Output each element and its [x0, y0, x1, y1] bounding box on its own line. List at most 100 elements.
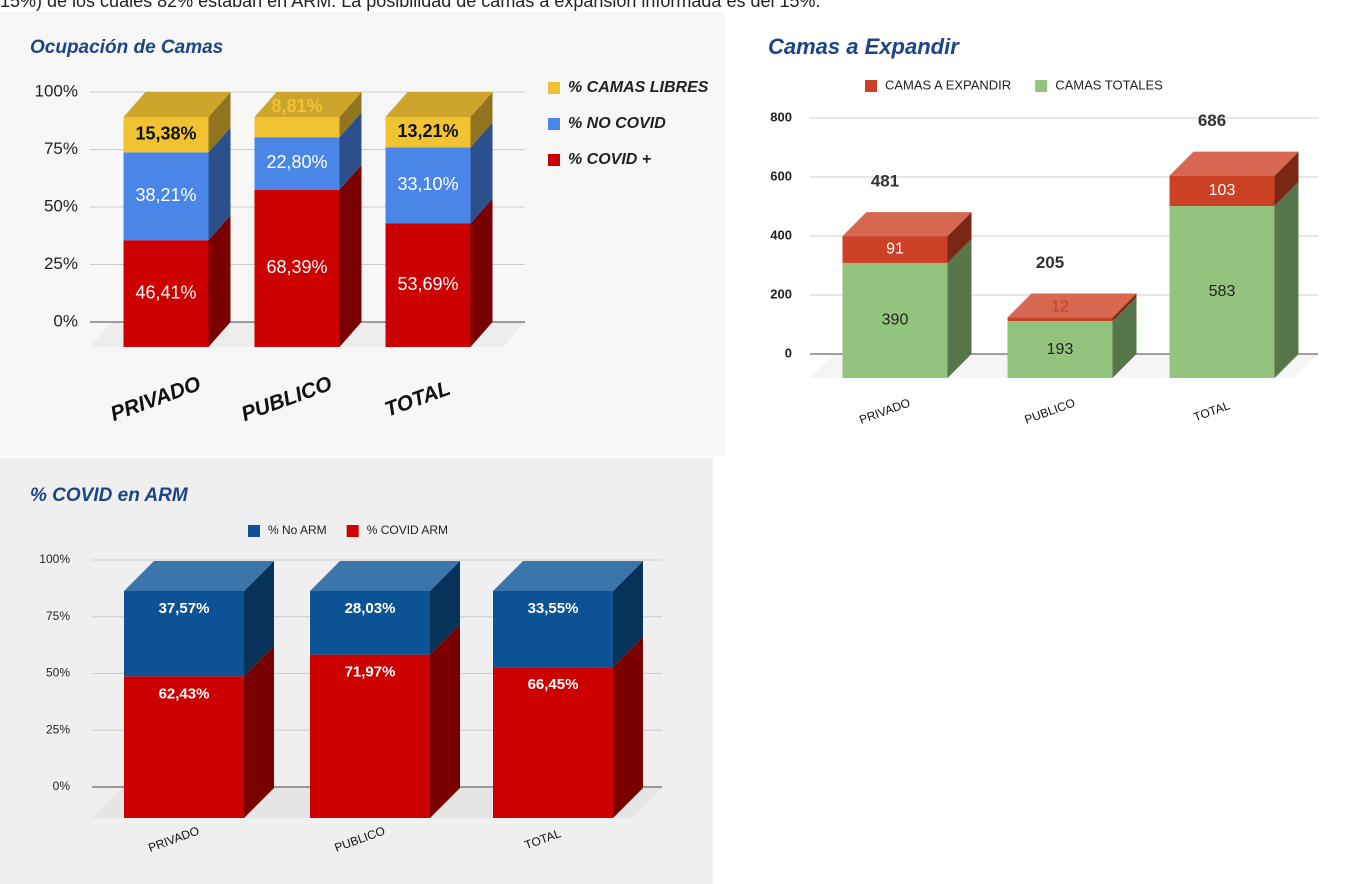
chart-title: % COVID en ARM [30, 485, 189, 506]
y-tick-label: 25% [44, 254, 78, 273]
bar-top [123, 92, 231, 117]
bar-side [339, 92, 362, 138]
data-label: 28,03% [345, 600, 396, 617]
legend-swatch [548, 154, 560, 166]
chart-title: Camas a Expandir [768, 34, 960, 59]
legend-swatch [1035, 80, 1048, 92]
data-label: 15,38% [135, 123, 196, 143]
y-tick-label: 0% [53, 311, 78, 330]
bar-side [430, 561, 460, 655]
total-label: 686 [1198, 111, 1226, 130]
data-label: 62,43% [159, 685, 210, 702]
bar-side [613, 637, 643, 818]
y-tick-label: 0% [53, 779, 71, 793]
bar [842, 236, 948, 263]
legend-swatch [248, 525, 260, 537]
data-label: 33,55% [528, 600, 579, 617]
bar [124, 676, 244, 818]
data-label: 53,69% [397, 274, 458, 294]
bar [254, 117, 340, 138]
bar-side [1274, 182, 1299, 378]
bar [123, 240, 209, 347]
bar [124, 591, 244, 677]
bar [123, 117, 209, 153]
chart-title: Ocupación de Camas [30, 37, 223, 58]
bar [123, 152, 209, 241]
data-label: 68,39% [266, 257, 327, 277]
bar-side [244, 561, 274, 677]
data-label: 193 [1047, 341, 1074, 358]
intro-text: 15%) de los cuales 82% estaban en ARM. L… [0, 0, 821, 11]
bar-side [208, 92, 231, 153]
bar-side [1112, 297, 1137, 378]
bar [254, 189, 340, 347]
bar [493, 667, 613, 818]
bar [1007, 317, 1113, 322]
legend-label: CAMAS TOTALES [1055, 77, 1163, 92]
y-tick-label: 50% [44, 196, 78, 215]
y-tick-label: 200 [770, 286, 792, 301]
bar [254, 137, 340, 190]
bar [385, 147, 471, 224]
bar [1169, 175, 1275, 207]
data-label: 103 [1209, 182, 1236, 199]
data-label: 22,80% [266, 152, 327, 172]
bar-side [208, 215, 231, 347]
y-tick-label: 100% [35, 81, 78, 100]
bar-side [470, 198, 493, 347]
bar [842, 262, 948, 378]
legend-swatch [548, 118, 560, 130]
data-label: 91 [886, 241, 904, 258]
total-label: 481 [871, 172, 899, 191]
y-tick-label: 25% [46, 722, 70, 736]
bar-side [208, 127, 231, 241]
legend-swatch [865, 80, 877, 92]
data-label: 37,57% [159, 600, 210, 617]
data-label: 390 [882, 312, 909, 329]
bar-side [947, 238, 972, 378]
bar-side [470, 92, 493, 148]
bar-top [124, 561, 274, 591]
bar-side [1274, 151, 1299, 207]
bar-top [1007, 293, 1137, 318]
bar-top [254, 92, 362, 117]
bar [1007, 321, 1113, 378]
legend-label: % CAMAS LIBRES [568, 79, 709, 96]
bar [493, 591, 613, 668]
legend-label: % No ARM [268, 523, 327, 537]
data-label: 33,10% [397, 174, 458, 194]
data-label: 8,81% [271, 96, 322, 116]
bar [310, 591, 430, 655]
data-label: 46,41% [135, 282, 196, 302]
data-label: 66,45% [528, 676, 579, 693]
y-tick-label: 50% [46, 666, 70, 680]
bar-top [493, 561, 643, 591]
bar-side [613, 561, 643, 668]
y-tick-label: 0 [785, 345, 792, 360]
y-tick-label: 75% [44, 139, 78, 158]
bar-side [339, 112, 362, 190]
bar-side [1112, 293, 1137, 322]
panel [0, 12, 725, 456]
legend-label: % COVID + [568, 151, 651, 168]
bar-top [842, 212, 972, 237]
legend-swatch [346, 525, 359, 537]
bar [385, 117, 471, 148]
y-tick-label: 75% [46, 609, 70, 623]
data-label: 583 [1209, 283, 1236, 300]
bar-top [1169, 151, 1299, 176]
legend-label: % NO COVID [568, 115, 666, 132]
legend-label: % COVID ARM [367, 523, 448, 537]
data-label: 38,21% [135, 185, 196, 205]
bar-side [947, 212, 972, 263]
bar [1169, 206, 1275, 378]
data-label: 71,97% [345, 664, 396, 681]
bar-side [430, 624, 460, 818]
legend-swatch [548, 82, 560, 94]
legend-label: CAMAS A EXPANDIR [885, 77, 1011, 92]
y-tick-label: 600 [770, 168, 792, 183]
y-tick-label: 400 [770, 227, 792, 242]
bar-top [385, 92, 493, 117]
